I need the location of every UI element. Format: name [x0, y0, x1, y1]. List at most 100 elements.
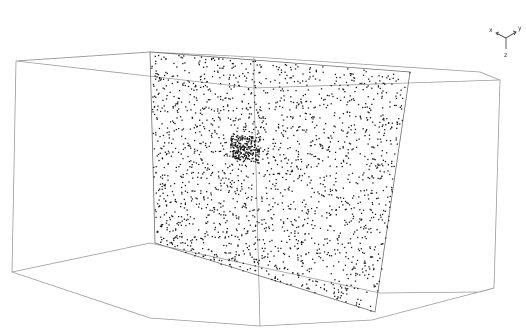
point-mark	[275, 106, 277, 108]
point-mark	[314, 262, 316, 264]
point-mark	[258, 81, 261, 83]
point-mark	[314, 106, 316, 108]
point-mark	[363, 172, 365, 174]
point-mark	[244, 123, 247, 125]
point-mark	[245, 138, 247, 140]
point-mark	[214, 129, 216, 132]
point-mark	[204, 144, 207, 147]
point-mark	[194, 112, 197, 114]
point-mark	[238, 146, 240, 148]
point-mark	[310, 166, 312, 168]
point-mark	[282, 176, 284, 179]
point-mark	[252, 73, 254, 75]
point-mark	[275, 102, 277, 104]
point-mark	[236, 130, 238, 132]
point-mark	[307, 209, 309, 211]
point-mark	[167, 162, 169, 165]
point-mark	[235, 150, 237, 152]
point-mark	[316, 281, 318, 283]
point-mark	[188, 144, 190, 146]
point-mark	[256, 149, 259, 151]
point-mark	[259, 71, 261, 73]
point-mark	[243, 149, 245, 151]
point-mark	[312, 258, 314, 260]
point-mark	[366, 117, 368, 119]
point-mark	[241, 186, 243, 188]
point-mark	[194, 255, 196, 257]
point-mark	[409, 72, 411, 74]
point-mark	[155, 166, 157, 168]
point-mark	[229, 185, 231, 188]
point-mark	[339, 297, 341, 299]
point-mark	[163, 145, 165, 147]
point-mark	[313, 155, 315, 158]
point-mark	[220, 142, 222, 144]
point-mark	[158, 78, 161, 80]
point-mark	[323, 179, 326, 181]
point-mark	[309, 113, 311, 115]
point-mark	[223, 211, 225, 213]
point-mark	[286, 74, 288, 77]
point-mark	[200, 151, 202, 153]
point-mark	[319, 104, 321, 107]
point-mark	[209, 90, 212, 92]
point-mark	[247, 72, 249, 74]
point-mark	[335, 189, 337, 191]
point-mark	[277, 172, 279, 175]
point-mark	[219, 235, 221, 238]
point-mark	[338, 280, 340, 282]
point-mark	[341, 200, 343, 203]
point-mark	[210, 135, 212, 137]
point-mark	[256, 149, 258, 151]
point-mark	[294, 68, 297, 70]
point-mark	[373, 267, 375, 270]
point-mark	[374, 285, 376, 287]
point-mark	[220, 185, 222, 187]
point-mark	[238, 150, 240, 152]
point-mark	[208, 130, 210, 132]
point-mark	[245, 152, 247, 154]
point-mark	[243, 130, 245, 132]
point-mark	[164, 183, 166, 186]
point-mark	[161, 158, 164, 160]
point-mark	[167, 79, 169, 81]
point-mark	[235, 77, 237, 79]
point-mark	[231, 163, 233, 165]
point-mark	[285, 64, 288, 66]
point-mark	[322, 66, 324, 68]
point-mark	[165, 153, 168, 156]
point-mark	[163, 184, 165, 186]
point-mark	[297, 66, 299, 68]
point-mark	[348, 126, 350, 129]
point-mark	[310, 145, 312, 147]
point-mark	[181, 57, 184, 59]
point-mark	[160, 110, 162, 113]
point-mark	[224, 222, 227, 224]
point-mark	[290, 116, 292, 118]
point-mark	[325, 123, 327, 125]
point-mark	[290, 101, 292, 103]
point-mark	[173, 62, 175, 65]
point-mark	[206, 203, 209, 206]
point-mark	[262, 150, 264, 153]
point-mark	[350, 125, 352, 127]
point-mark	[279, 192, 282, 194]
point-mark	[238, 154, 240, 156]
point-mark	[163, 166, 165, 169]
axis-triad-icon[interactable]: x y z	[489, 25, 522, 59]
point-mark	[178, 128, 180, 130]
point-mark	[382, 107, 384, 109]
point-mark	[181, 191, 183, 193]
point-mark	[193, 104, 195, 106]
point-mark	[378, 126, 380, 128]
point-mark	[324, 98, 326, 101]
point-mark	[211, 235, 213, 238]
point-mark	[379, 138, 382, 140]
point-mark	[173, 182, 176, 185]
point-mark	[171, 242, 173, 244]
point-mark	[232, 213, 234, 215]
point-mark	[232, 120, 234, 122]
point-mark	[265, 131, 267, 133]
